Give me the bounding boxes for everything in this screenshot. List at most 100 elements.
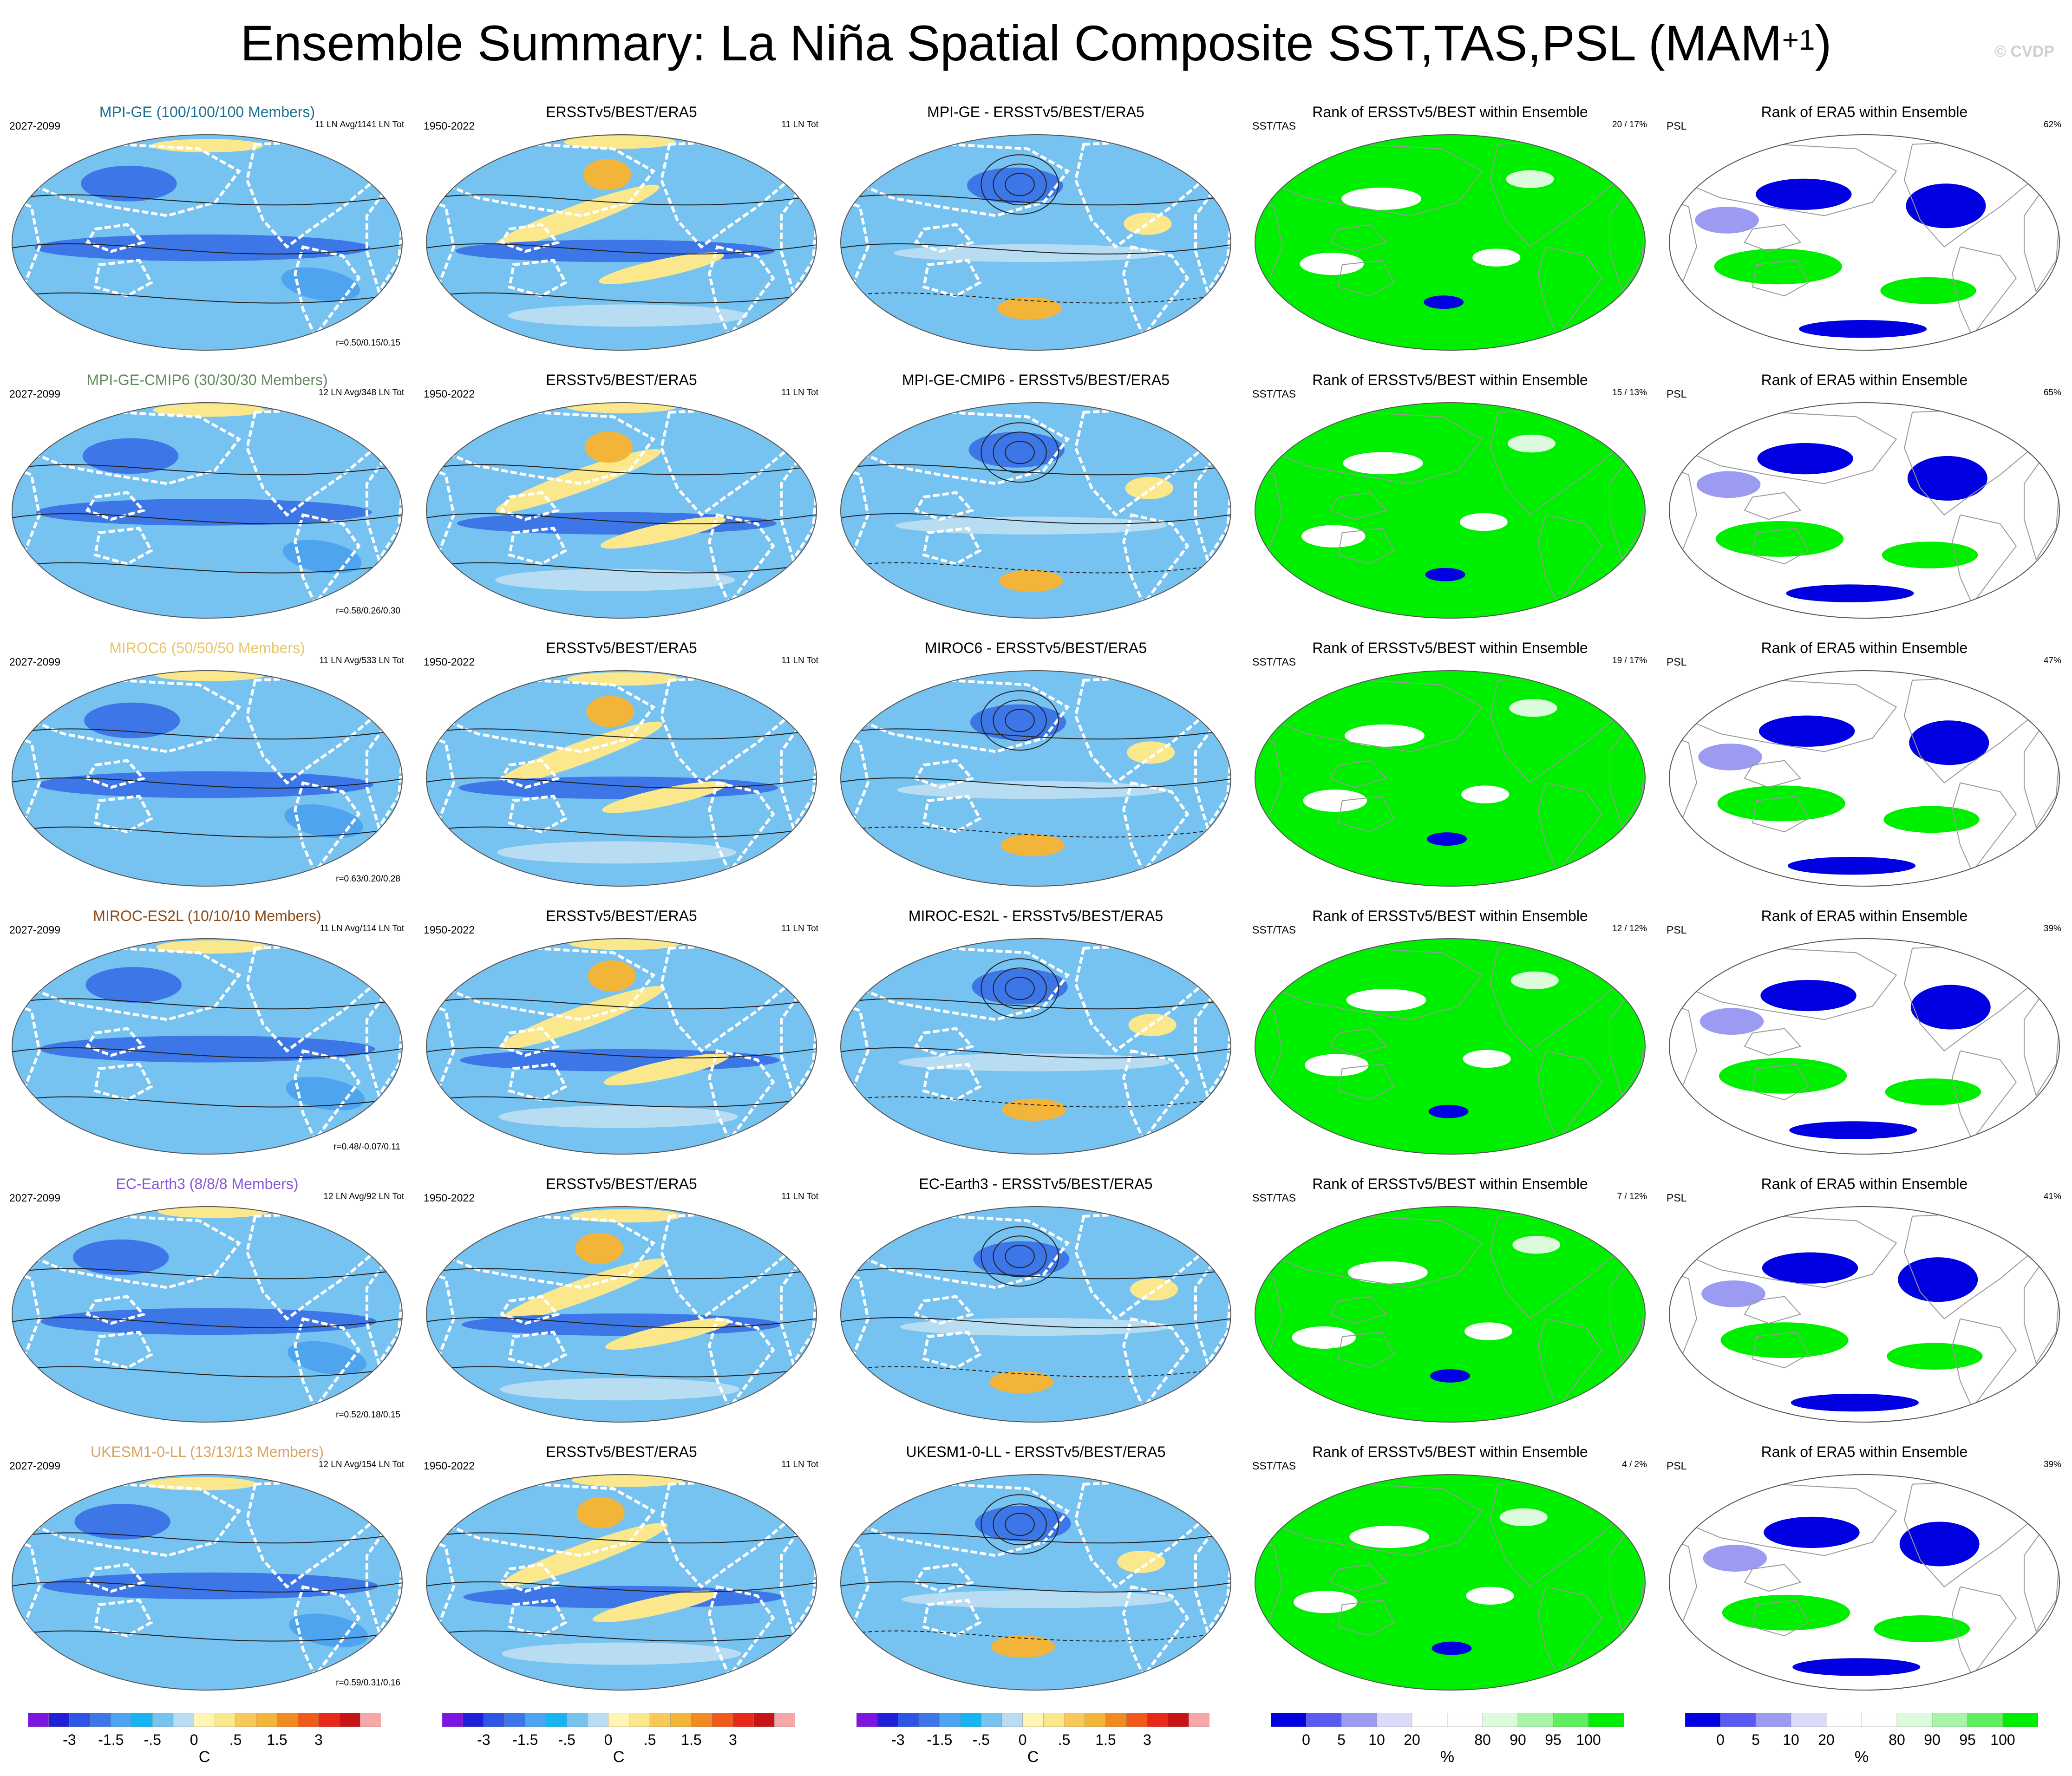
rank2-field	[1669, 671, 2059, 886]
contour-line	[12, 728, 402, 740]
north-pacific-cold	[84, 702, 180, 738]
figure-title-close: )	[1815, 15, 1832, 71]
rank-pale-green	[1507, 434, 1556, 453]
panel-title: UKESM1-0-LL (13/13/13 Members)	[90, 1443, 324, 1460]
coastline-australia	[1338, 260, 1395, 297]
rank-white-c	[1464, 1322, 1513, 1340]
pressure-contour-ring	[993, 163, 1047, 206]
north-pacific-cold	[972, 968, 1068, 1005]
diff-map	[840, 1474, 1231, 1691]
panel-title: Rank of ERA5 within Ensemble	[1761, 104, 1968, 120]
coastline-africa	[780, 1531, 817, 1635]
colorbar-swatch	[1755, 1713, 1791, 1727]
colorbar-tick-label: 1.5	[1095, 1731, 1116, 1748]
coastline-maritime-continent	[499, 759, 560, 789]
south-pacific-warm-band	[494, 184, 660, 248]
coastline-south-america	[294, 1049, 361, 1143]
panel-title: MIROC-ES2L (10/10/10 Members)	[93, 908, 321, 924]
coastline-africa-west	[426, 999, 455, 1094]
colorbar-tick-label: -3	[477, 1731, 490, 1748]
panel-rank1-row-3: Rank of ERSSTv5/BEST within Ensemble SST/…	[1243, 634, 1657, 902]
rank-high-green-b	[1883, 806, 1980, 833]
coastline-africa	[1194, 995, 1231, 1099]
rank-white-b	[1293, 1591, 1358, 1613]
colorbar-swatch	[1105, 1713, 1127, 1727]
colorbar-swatch	[980, 1713, 1002, 1727]
contour-line	[841, 1630, 1231, 1642]
coastline-south-america	[1122, 1317, 1190, 1411]
contour-line	[12, 1532, 402, 1544]
coastline-maritime-continent	[499, 1295, 560, 1325]
colorbar-unit: C	[1027, 1748, 1039, 1766]
pressure-contour-ring	[993, 967, 1047, 1010]
panel-obs-row-3: ERSSTv5/BEST/ERA5 1950-2022 11 LN Tot	[414, 634, 829, 902]
contour-line	[12, 464, 402, 476]
rank-low-blue-b	[1907, 456, 1987, 501]
colorbar-swatches	[28, 1713, 381, 1727]
colorbar-rank-psl: 0 5 10 20 80 90 95 100%	[1685, 1713, 2038, 1769]
panel-diff-row-6: UKESM1-0-LL - ERSSTv5/BEST/ERA5	[829, 1438, 1243, 1706]
panel-title: MPI-GE (100/100/100 Members)	[99, 104, 315, 120]
coastline-south-america	[294, 1317, 361, 1411]
colorbar-swatch	[1861, 1713, 1897, 1727]
coastline-africa	[780, 727, 817, 831]
south-pacific-warm	[1002, 1098, 1066, 1121]
diff-map	[840, 1206, 1231, 1423]
panel-right-label: 62%	[2043, 120, 2061, 130]
panel-rank1-row-5: Rank of ERSSTv5/BEST within Ensemble SST/…	[1243, 1170, 1657, 1438]
rank-low-blue-b	[1899, 1521, 1980, 1567]
south-atlantic-cool	[282, 540, 362, 574]
coastline-australia	[1752, 528, 1809, 565]
rank-pale-green	[1506, 170, 1554, 188]
equatorial-cold-tongue	[38, 771, 373, 798]
colorbar-swatch	[1447, 1713, 1483, 1727]
colorbar-tick-label: 1.5	[681, 1731, 702, 1748]
coastline-africa	[366, 459, 402, 563]
panel-left-label: SST/TAS	[1252, 120, 1296, 132]
panel-obs-row-2: ERSSTv5/BEST/ERA5 1950-2022 11 LN Tot	[414, 366, 829, 634]
coastline-eurasia	[858, 947, 1070, 1021]
south-pacific-warm-band	[497, 721, 663, 785]
map-outline	[12, 670, 403, 887]
field-background	[1669, 403, 2059, 618]
panel-left-label: PSL	[1667, 1460, 1687, 1472]
colorbar-swatch	[194, 1713, 216, 1727]
coastline-maritime-continent	[499, 491, 560, 521]
colorbar-swatch	[297, 1713, 319, 1727]
diff-map	[840, 938, 1231, 1155]
colorbar-tick-label: 80	[1889, 1731, 1905, 1748]
coastline-africa	[2024, 996, 2059, 1097]
coastline-africa	[366, 995, 402, 1099]
coastline-africa-west	[12, 196, 41, 290]
coastline-eurasia	[444, 411, 656, 485]
rank-low-blue-c	[1791, 1393, 1919, 1412]
panel-left-label: SST/TAS	[1252, 656, 1296, 668]
obs-field	[426, 1207, 817, 1422]
equatorial-cold-tongue	[34, 234, 370, 261]
panel-left-label: PSL	[1667, 924, 1687, 936]
rank-high-green-b	[1885, 1078, 1981, 1105]
map-outline	[426, 134, 817, 351]
rank1-map	[1255, 134, 1646, 351]
diff-field	[841, 939, 1231, 1154]
coastline-eurasia	[1274, 411, 1483, 484]
panel-title: ERSSTv5/BEST/ERA5	[546, 1443, 697, 1460]
contour-line	[12, 1581, 402, 1593]
rank2-field	[1669, 1207, 2059, 1422]
rank-low-blue-b	[1910, 985, 1991, 1030]
field-background	[841, 1475, 1231, 1690]
rank-white-b	[1301, 525, 1366, 548]
coastline-africa	[780, 191, 817, 295]
colorbar-tick-label: .5	[1058, 1731, 1071, 1748]
colorbar-swatch	[1482, 1713, 1518, 1727]
colorbar-tick-label: 20	[1818, 1731, 1835, 1748]
coastline-australia	[1338, 1600, 1395, 1637]
colorbar-swatch	[360, 1713, 381, 1727]
coastline-africa	[1194, 459, 1231, 563]
panel-rank2-row-5: Rank of ERA5 within Ensemble PSL 41%	[1657, 1170, 2072, 1438]
figure-title: Ensemble Summary: La Niña Spatial Compos…	[0, 13, 2072, 73]
panel-left-label: 1950-2022	[424, 924, 475, 936]
rank-high-green-a	[1722, 1594, 1850, 1631]
coastline-eurasia	[1274, 947, 1483, 1020]
